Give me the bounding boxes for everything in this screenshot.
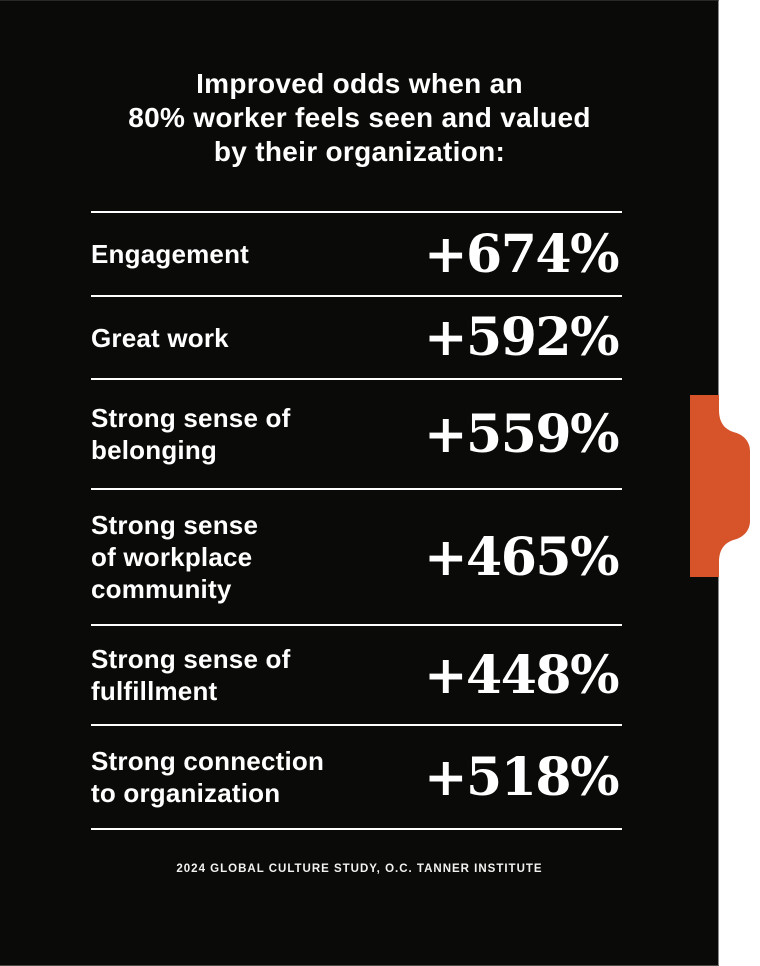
title-line-2: 80% worker feels seen and valued: [128, 102, 591, 133]
stat-value: +674%: [423, 223, 620, 285]
stat-label: Great work: [91, 322, 229, 353]
stat-row-connection: Strong connection to organization +518%: [91, 724, 622, 828]
stat-row-belonging: Strong sense of belonging +559%: [91, 378, 622, 488]
title-line-3: by their organization:: [213, 136, 506, 167]
folder-tab-shape: [690, 395, 750, 577]
folder-tab-icon: [690, 395, 750, 577]
stat-row-fulfillment: Strong sense of fulfillment +448%: [91, 624, 622, 724]
stat-value: +465%: [423, 526, 620, 588]
stat-value: +592%: [423, 307, 620, 368]
page-title: Improved odds when an 80% worker feels s…: [0, 67, 719, 169]
stats-table: Engagement +674% Great work +592% Strong…: [91, 211, 622, 830]
stat-card: Improved odds when an 80% worker feels s…: [0, 0, 719, 966]
title-line-1: Improved odds when an: [196, 68, 523, 99]
stat-row-workplace-community: Strong sense of workplace community +465…: [91, 488, 622, 624]
stat-row-engagement: Engagement +674%: [91, 211, 622, 295]
stat-value: +448%: [423, 644, 620, 706]
stat-label: Engagement: [91, 239, 250, 269]
stat-row-great-work: Great work +592%: [91, 295, 622, 378]
stat-label: Strong sense of fulfillment: [91, 644, 291, 706]
stat-label: Strong sense of workplace community: [91, 510, 259, 604]
source-citation: 2024 GLOBAL CULTURE STUDY, O.C. TANNER I…: [176, 863, 543, 875]
stat-value: +518%: [423, 746, 620, 808]
stat-label: Strong connection to organization: [91, 746, 325, 808]
stat-value: +559%: [423, 403, 620, 465]
stat-label: Strong sense of belonging: [91, 403, 291, 465]
